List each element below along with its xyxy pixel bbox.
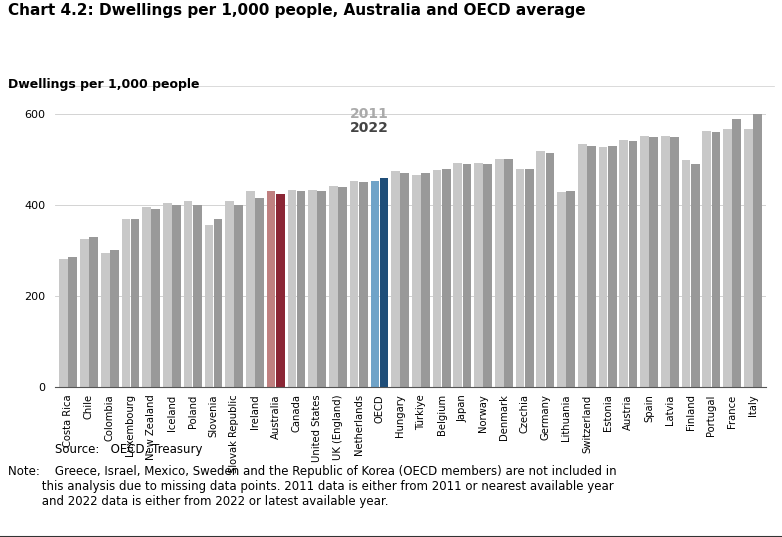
Bar [661,136,669,387]
Bar [525,169,533,387]
Bar [163,202,172,387]
Bar [110,250,119,387]
Bar [213,219,222,387]
Bar [80,239,89,387]
Bar [267,191,275,387]
Bar [495,158,504,387]
Bar [516,169,525,387]
Bar [400,173,409,387]
Bar [317,191,326,387]
Bar [442,169,450,387]
Bar [205,226,213,387]
Bar [338,187,347,387]
Bar [288,190,296,387]
Bar [723,128,732,387]
Bar [371,182,379,387]
Bar [412,176,421,387]
Bar [296,191,305,387]
Bar [536,151,545,387]
Bar [463,164,472,387]
Text: 2011: 2011 [350,107,389,121]
Bar [308,190,317,387]
Bar [101,252,109,387]
Bar [454,163,462,387]
Bar [69,257,77,387]
Bar [172,205,181,387]
Text: Chart 4.2: Dwellings per 1,000 people, Australia and OECD average: Chart 4.2: Dwellings per 1,000 people, A… [8,3,586,18]
Bar [379,178,389,387]
Bar [359,182,368,387]
Bar [578,144,586,387]
Bar [474,163,483,387]
Bar [131,219,139,387]
Bar [753,114,762,387]
Bar [121,220,131,387]
Bar [504,159,513,387]
Bar [235,205,243,387]
Bar [255,198,264,387]
Bar [421,173,430,387]
Bar [184,201,192,387]
Bar [350,182,358,387]
Bar [193,205,202,387]
Text: Note:    Greece, Israel, Mexico, Sweden and the Republic of Korea (OECD members): Note: Greece, Israel, Mexico, Sweden and… [8,465,616,507]
Bar [744,128,752,387]
Bar [649,137,658,387]
Bar [246,191,255,387]
Bar [59,259,68,387]
Bar [587,146,596,387]
Text: 2022: 2022 [350,121,389,135]
Bar [599,147,608,387]
Bar [732,119,741,387]
Bar [712,132,720,387]
Bar [608,146,616,387]
Bar [329,186,338,387]
Bar [691,164,700,387]
Bar [566,191,575,387]
Bar [483,164,492,387]
Text: Dwellings per 1,000 people: Dwellings per 1,000 people [8,78,199,91]
Bar [546,153,554,387]
Bar [702,131,711,387]
Bar [619,140,628,387]
Bar [142,207,151,387]
Bar [640,136,649,387]
Bar [152,209,160,387]
Bar [432,170,442,387]
Bar [670,137,679,387]
Bar [89,237,98,387]
Bar [276,193,285,387]
Bar [558,192,566,387]
Bar [682,161,691,387]
Bar [629,141,637,387]
Bar [225,201,234,387]
Bar [391,171,400,387]
Text: Source:   OECD, Treasury: Source: OECD, Treasury [55,443,203,456]
